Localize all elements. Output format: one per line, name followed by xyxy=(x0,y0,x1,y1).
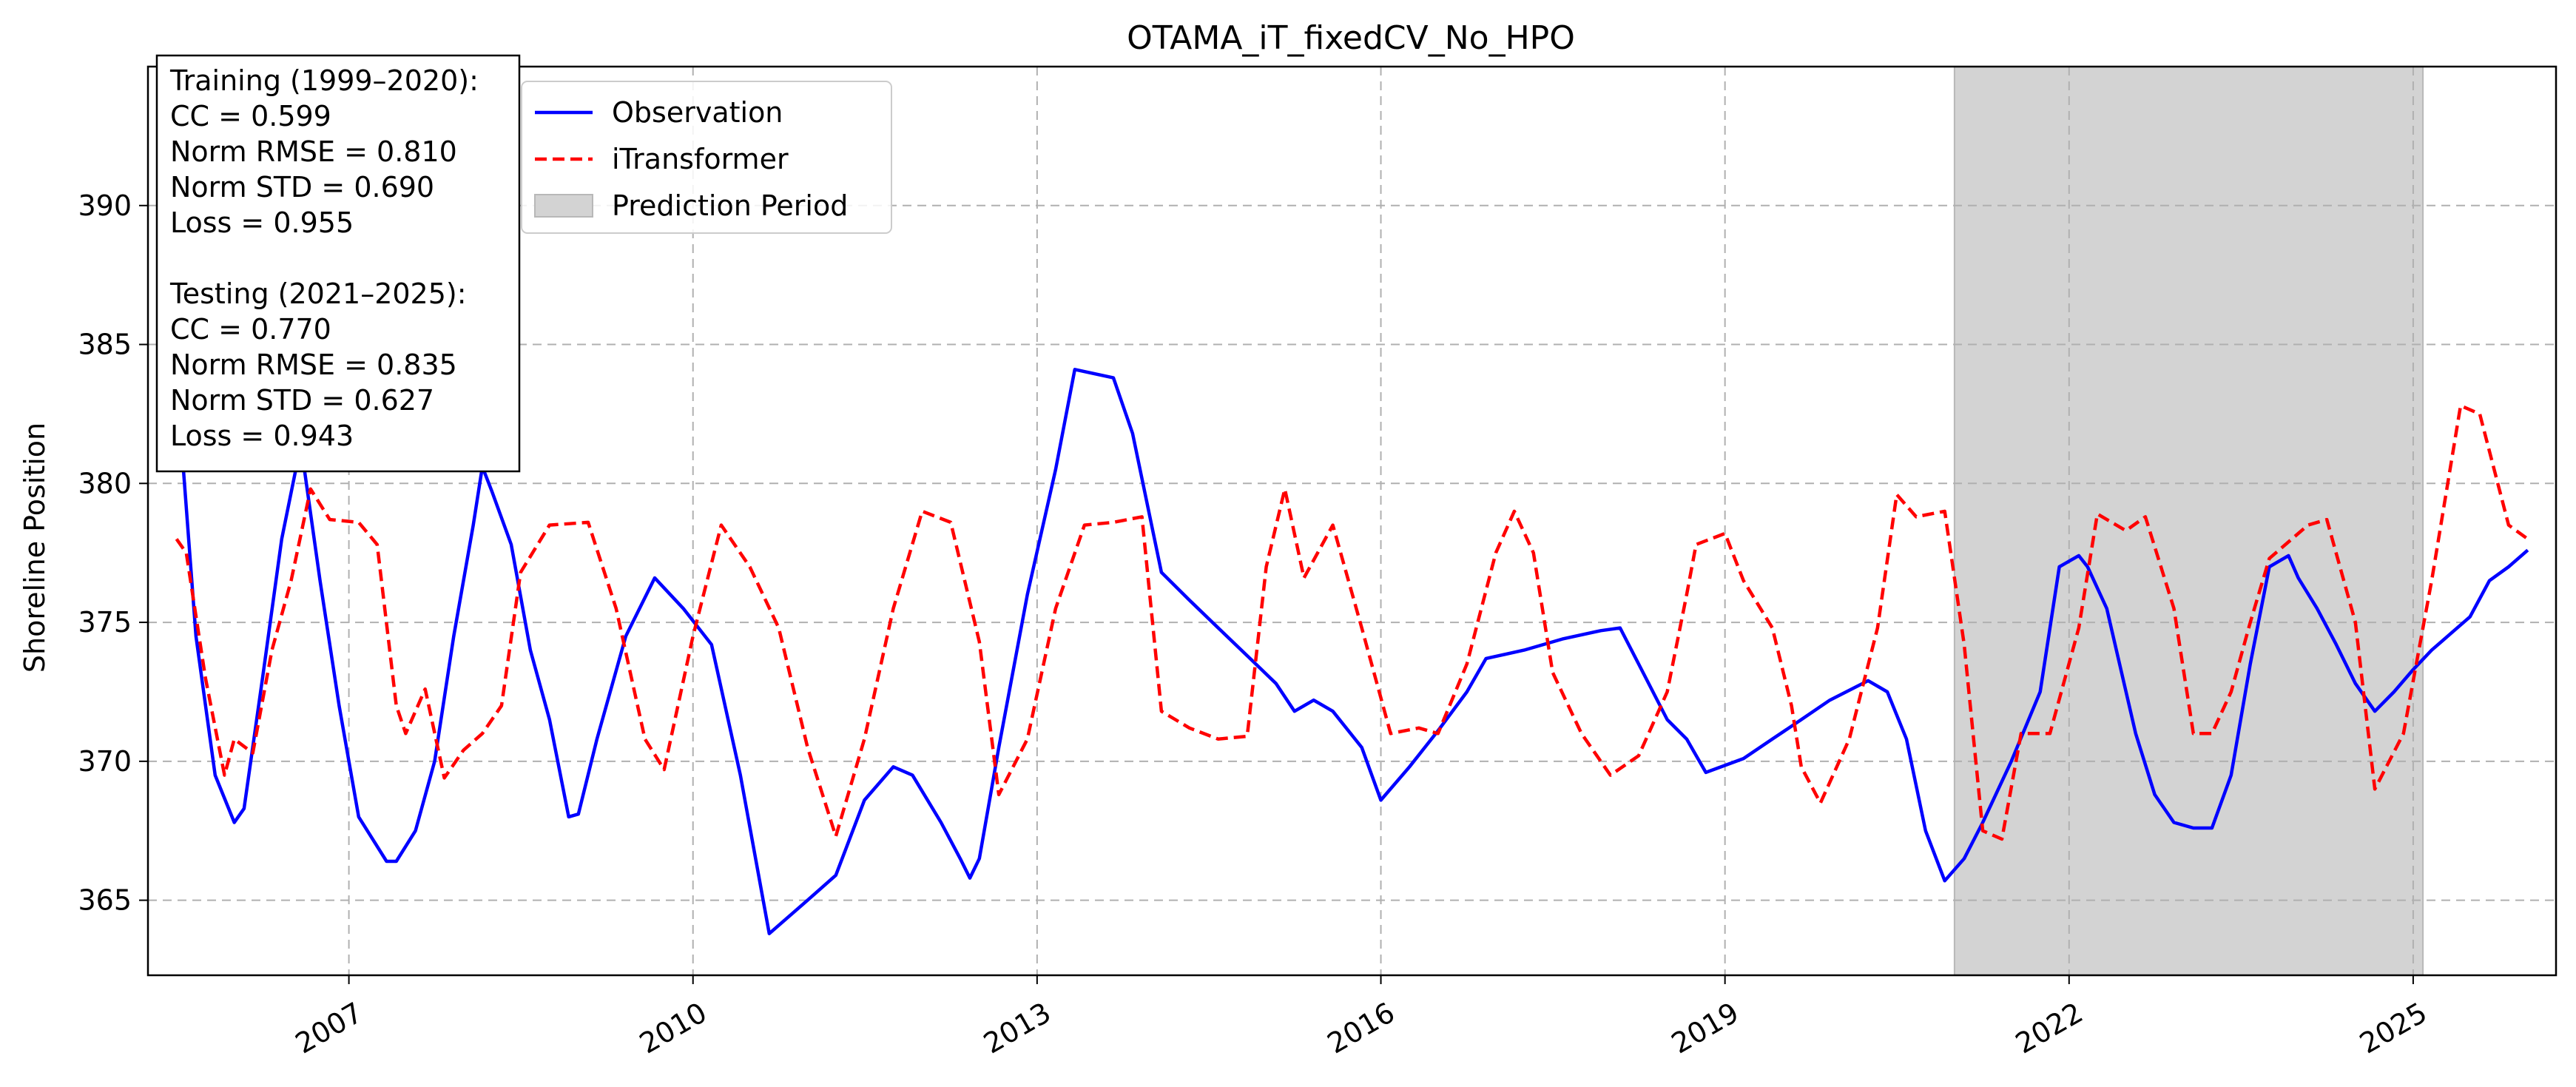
legend-label: iTransformer xyxy=(612,143,789,175)
chart-title: OTAMA_iT_fixedCV_No_HPO xyxy=(1127,19,1575,57)
y-tick-label: 385 xyxy=(78,329,132,361)
stats-line: CC = 0.599 xyxy=(170,100,331,132)
y-tick-label: 370 xyxy=(78,745,132,778)
x-tick-label: 2022 xyxy=(2010,996,2088,1060)
x-tick-label: 2007 xyxy=(290,996,368,1060)
stats-line: Norm RMSE = 0.810 xyxy=(170,135,457,168)
y-tick-label: 390 xyxy=(78,189,132,222)
legend-handle-prediction-period xyxy=(534,194,593,218)
legend: Observation iTransformer Prediction Period xyxy=(521,81,892,234)
observation-line xyxy=(175,368,2529,935)
x-tick-label: 2025 xyxy=(2354,996,2432,1060)
stats-line: Testing (2021–2025): xyxy=(169,277,467,310)
stats-line: CC = 0.770 xyxy=(170,313,331,346)
stats-line: Loss = 0.955 xyxy=(170,206,354,239)
x-tick-label: 2019 xyxy=(1666,996,1744,1060)
itransformer-line xyxy=(175,403,2529,841)
y-tick-label: 365 xyxy=(78,884,132,917)
y-tick-label: 380 xyxy=(78,467,132,499)
plot-frame xyxy=(146,65,2558,977)
x-tick-label: 2016 xyxy=(1322,996,1400,1060)
legend-label: Prediction Period xyxy=(612,189,848,222)
x-tick-label: 2010 xyxy=(634,996,712,1060)
y-tick-label: 375 xyxy=(78,606,132,639)
stats-line: Loss = 0.943 xyxy=(170,420,354,452)
stats-box-frame xyxy=(155,54,521,473)
legend-frame xyxy=(521,81,892,234)
stats-line: Training (1999–2020): xyxy=(169,64,479,97)
stats-line: Norm STD = 0.627 xyxy=(170,384,434,417)
prediction-period-region xyxy=(1953,66,2424,976)
stats-line: Norm RMSE = 0.835 xyxy=(170,349,457,381)
y-axis-label: Shoreline Position xyxy=(18,423,51,673)
stats-line: Norm STD = 0.690 xyxy=(170,171,434,203)
x-tick-label: 2013 xyxy=(978,996,1056,1060)
legend-label: Observation xyxy=(612,96,783,129)
